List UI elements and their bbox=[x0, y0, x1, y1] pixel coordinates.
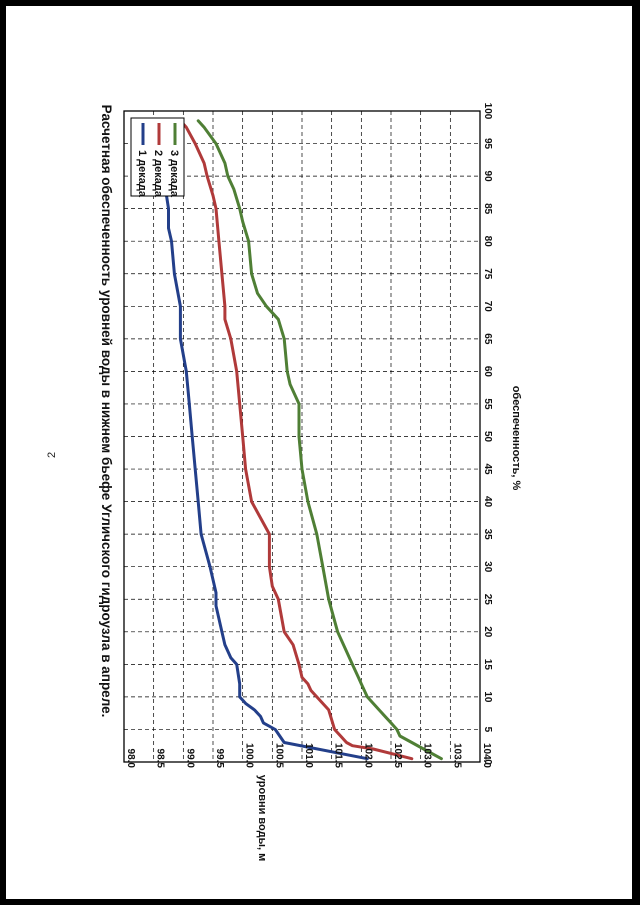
x-tick-label: 50 bbox=[482, 431, 493, 443]
y-tick-label: 98.5 bbox=[155, 749, 166, 769]
x-axis-label: обеспеченность, % bbox=[510, 386, 522, 491]
x-tick-label: 5 bbox=[482, 727, 493, 733]
x-tick-label: 45 bbox=[482, 463, 493, 475]
y-tick-label: 98.0 bbox=[125, 749, 136, 769]
y-axis-label: уровни воды, м bbox=[256, 775, 268, 861]
series-line bbox=[158, 119, 369, 761]
x-tick-label: 0 bbox=[482, 759, 493, 765]
y-tick-label: 99.5 bbox=[214, 749, 225, 769]
x-tick-label: 80 bbox=[482, 236, 493, 248]
series-group bbox=[158, 119, 443, 761]
x-tick-label: 100 bbox=[482, 103, 493, 120]
y-tick-label: 103.5 bbox=[451, 743, 462, 768]
y-axis-ticks: 98.0 98.5 99.0 99.5 100.0 100.5 101.0 101.5 102.… bbox=[125, 743, 492, 768]
x-tick-label: 30 bbox=[482, 561, 493, 573]
y-tick-label: 101.0 bbox=[303, 743, 314, 768]
x-tick-label: 35 bbox=[482, 529, 493, 541]
series-line bbox=[196, 119, 443, 761]
x-tick-label: 85 bbox=[482, 203, 493, 215]
y-tick-label: 99.0 bbox=[184, 749, 195, 769]
x-tick-label: 40 bbox=[482, 496, 493, 508]
x-tick-label: 75 bbox=[482, 268, 493, 280]
chart-title: Расчетная обеспеченность уровней воды в … bbox=[99, 105, 114, 718]
y-tick-label: 100.5 bbox=[273, 743, 284, 768]
x-tick-label: 65 bbox=[482, 333, 493, 345]
chart-figure: 98.0 98.5 99.0 99.5 100.0 100.5 101.0 101.5 102.… bbox=[99, 103, 522, 862]
x-tick-label: 60 bbox=[482, 366, 493, 378]
x-tick-label: 15 bbox=[482, 659, 493, 671]
legend: 1 декада 2 декада 3 декада bbox=[130, 117, 185, 198]
y-tick-label: 102.5 bbox=[392, 743, 403, 768]
series-line bbox=[178, 119, 414, 761]
x-tick-label: 10 bbox=[482, 691, 493, 703]
grid bbox=[123, 110, 481, 763]
y-tick-label: 101.5 bbox=[333, 743, 344, 768]
x-tick-label: 90 bbox=[482, 171, 493, 183]
y-tick-label: 100.0 bbox=[244, 743, 255, 768]
y-tick-label: 104.0 bbox=[481, 743, 492, 768]
legend-label: 3 декада bbox=[168, 150, 180, 198]
legend-label: 2 декада bbox=[152, 150, 164, 198]
x-axis-ticks: 0 5 10 15 20 25 30 35 40 45 50 55 60 65 70 75 80 85 90 95 10… bbox=[482, 103, 493, 766]
x-tick-label: 25 bbox=[482, 594, 493, 606]
x-tick-label: 55 bbox=[482, 398, 493, 410]
x-tick-label: 70 bbox=[482, 301, 493, 313]
page-sheet: 2 98.0 98.5 99.0 99.5 100.0 100.5 101.0 101.5 10… bbox=[6, 6, 632, 899]
y-tick-label: 102.0 bbox=[362, 743, 373, 768]
x-tick-label: 95 bbox=[482, 138, 493, 150]
legend-label: 1 декада bbox=[136, 150, 148, 198]
y-tick-label: 103.0 bbox=[422, 743, 433, 768]
x-tick-label: 20 bbox=[482, 626, 493, 638]
